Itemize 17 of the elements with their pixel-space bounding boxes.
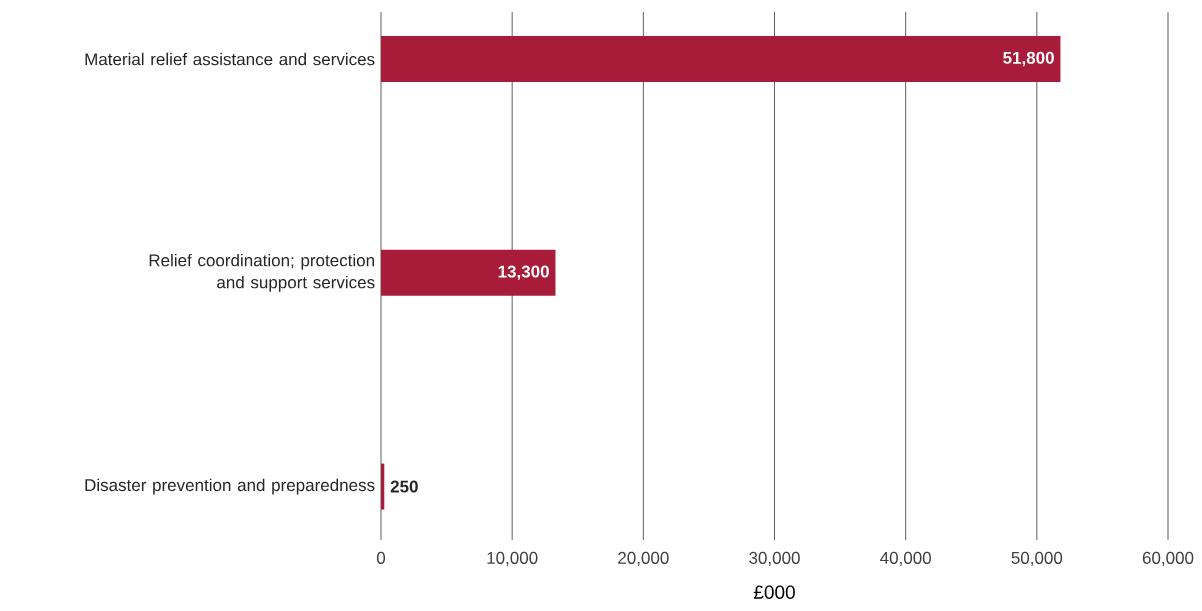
- x-tick-label: 10,000: [487, 551, 538, 566]
- x-tick-label: 60,000: [1142, 551, 1194, 566]
- bar: [381, 249, 556, 296]
- bar: [381, 36, 1061, 83]
- data-label: 250: [390, 480, 418, 493]
- bar: [381, 463, 385, 510]
- y-tick-label: Material relief assistance and services: [85, 52, 375, 66]
- data-label: 13,300: [498, 265, 549, 281]
- x-tick-label: 20,000: [618, 551, 669, 566]
- x-tick-label: 40,000: [880, 551, 931, 566]
- x-tick-label: 0: [376, 551, 386, 564]
- data-label: 51,800: [1003, 51, 1054, 67]
- x-axis-title: £000: [753, 585, 795, 599]
- y-tick-label: Relief coordination; protection and support services: [149, 253, 375, 292]
- x-tick-label: 30,000: [749, 551, 800, 566]
- x-tick-label: 50,000: [1011, 551, 1063, 566]
- y-tick-label: Disaster prevention and preparedness: [85, 478, 375, 495]
